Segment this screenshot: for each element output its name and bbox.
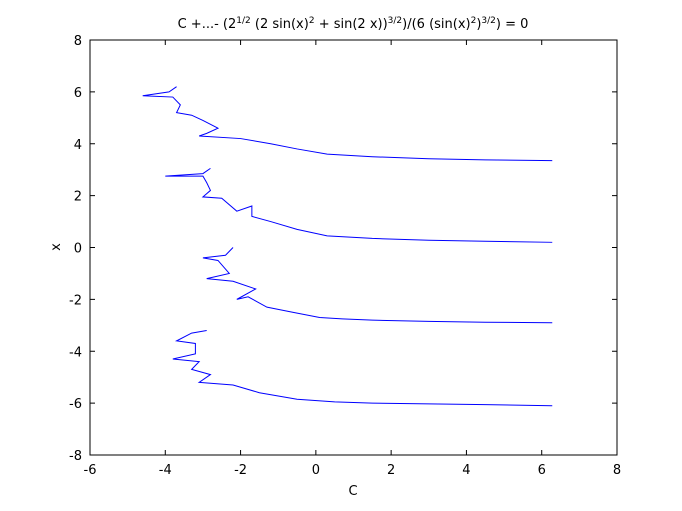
y-tick-label: -8 <box>69 449 82 464</box>
x-tick-label: -2 <box>234 463 247 478</box>
y-tick-label: 4 <box>74 138 82 153</box>
curve <box>142 86 553 162</box>
title-segment: ) <box>476 17 481 32</box>
title-segment: (2 sin(x) <box>251 17 309 32</box>
y-tick-label: 0 <box>74 242 82 257</box>
plot-frame <box>89 39 618 456</box>
title-segment: + sin(2 x)) <box>315 17 388 32</box>
x-tick-label: -6 <box>84 463 97 478</box>
x-tick-label: 8 <box>613 463 621 478</box>
x-tick-label: 4 <box>462 463 470 478</box>
y-tick-label: -2 <box>69 293 82 308</box>
title-segment: 2 <box>309 16 315 26</box>
title-segment: 3/2 <box>388 16 402 26</box>
title-segment: C +...- (2 <box>178 17 237 32</box>
title-segment: 2 <box>471 16 477 26</box>
x-tick-label: -4 <box>159 463 172 478</box>
title-segment: )/(6 (sin(x) <box>402 17 470 32</box>
y-tick-label: 8 <box>74 34 82 49</box>
curve <box>202 247 553 324</box>
y-tick-label: 6 <box>74 86 82 101</box>
chart-title: C +...- (21/2 (2 sin(x)2 + sin(2 x))3/2)… <box>178 16 529 32</box>
x-tick-label: 6 <box>538 463 546 478</box>
y-tick-label: -6 <box>69 397 82 412</box>
y-axis-label: x <box>49 243 64 251</box>
title-segment: 3/2 <box>481 16 495 26</box>
x-tick-label: 0 <box>312 463 320 478</box>
x-axis-label: C <box>348 484 357 499</box>
title-segment: ) = 0 <box>496 17 529 32</box>
curve <box>172 330 553 407</box>
y-tick-label: 2 <box>74 190 82 205</box>
x-tick-label: 2 <box>387 463 395 478</box>
title-segment: 1/2 <box>236 16 250 26</box>
curve <box>165 167 553 243</box>
y-tick-label: -4 <box>69 345 82 360</box>
